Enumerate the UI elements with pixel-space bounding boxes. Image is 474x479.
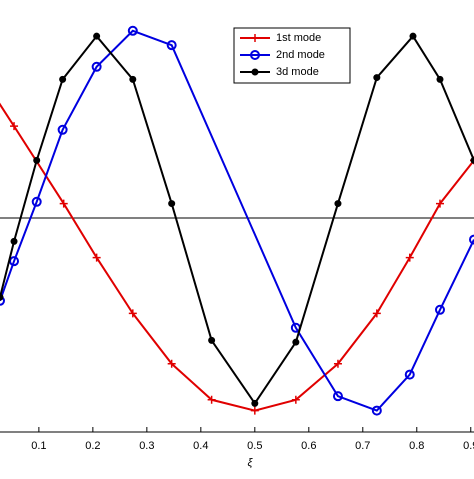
marker [373, 74, 380, 81]
marker [59, 76, 66, 83]
series-line [0, 31, 474, 411]
marker [409, 33, 416, 40]
legend: 1st mode 2nd mode 3d mode [234, 28, 350, 83]
x-tick-label: 0.8 [409, 440, 424, 452]
x-tick-label: 0.4 [193, 440, 208, 452]
marker [11, 238, 18, 245]
marker [252, 69, 259, 76]
marker [33, 157, 40, 164]
marker [292, 339, 299, 346]
plot-area [0, 27, 474, 415]
legend-label: 3d mode [276, 66, 319, 78]
marker [129, 76, 136, 83]
marker [168, 200, 175, 207]
x-tick-label: 0.2 [85, 440, 100, 452]
x-tick-label: 0.1 [31, 440, 46, 452]
marker [251, 407, 259, 415]
legend-label: 2nd mode [276, 49, 325, 61]
series-line [0, 36, 474, 403]
marker-shape [251, 407, 259, 415]
series-line [0, 81, 474, 410]
marker [334, 200, 341, 207]
legend-label: 1st mode [276, 32, 321, 44]
x-tick-label: 0.7 [355, 440, 370, 452]
x-tick-label: 0.9 [463, 440, 474, 452]
marker [251, 400, 258, 407]
x-tick-label: 0.6 [301, 440, 316, 452]
x-tick-label: 0.3 [139, 440, 154, 452]
marker [208, 337, 215, 344]
x-axis-label: ξ [248, 457, 254, 469]
marker [93, 33, 100, 40]
marker [436, 76, 443, 83]
x-tick-label: 0.5 [247, 440, 262, 452]
